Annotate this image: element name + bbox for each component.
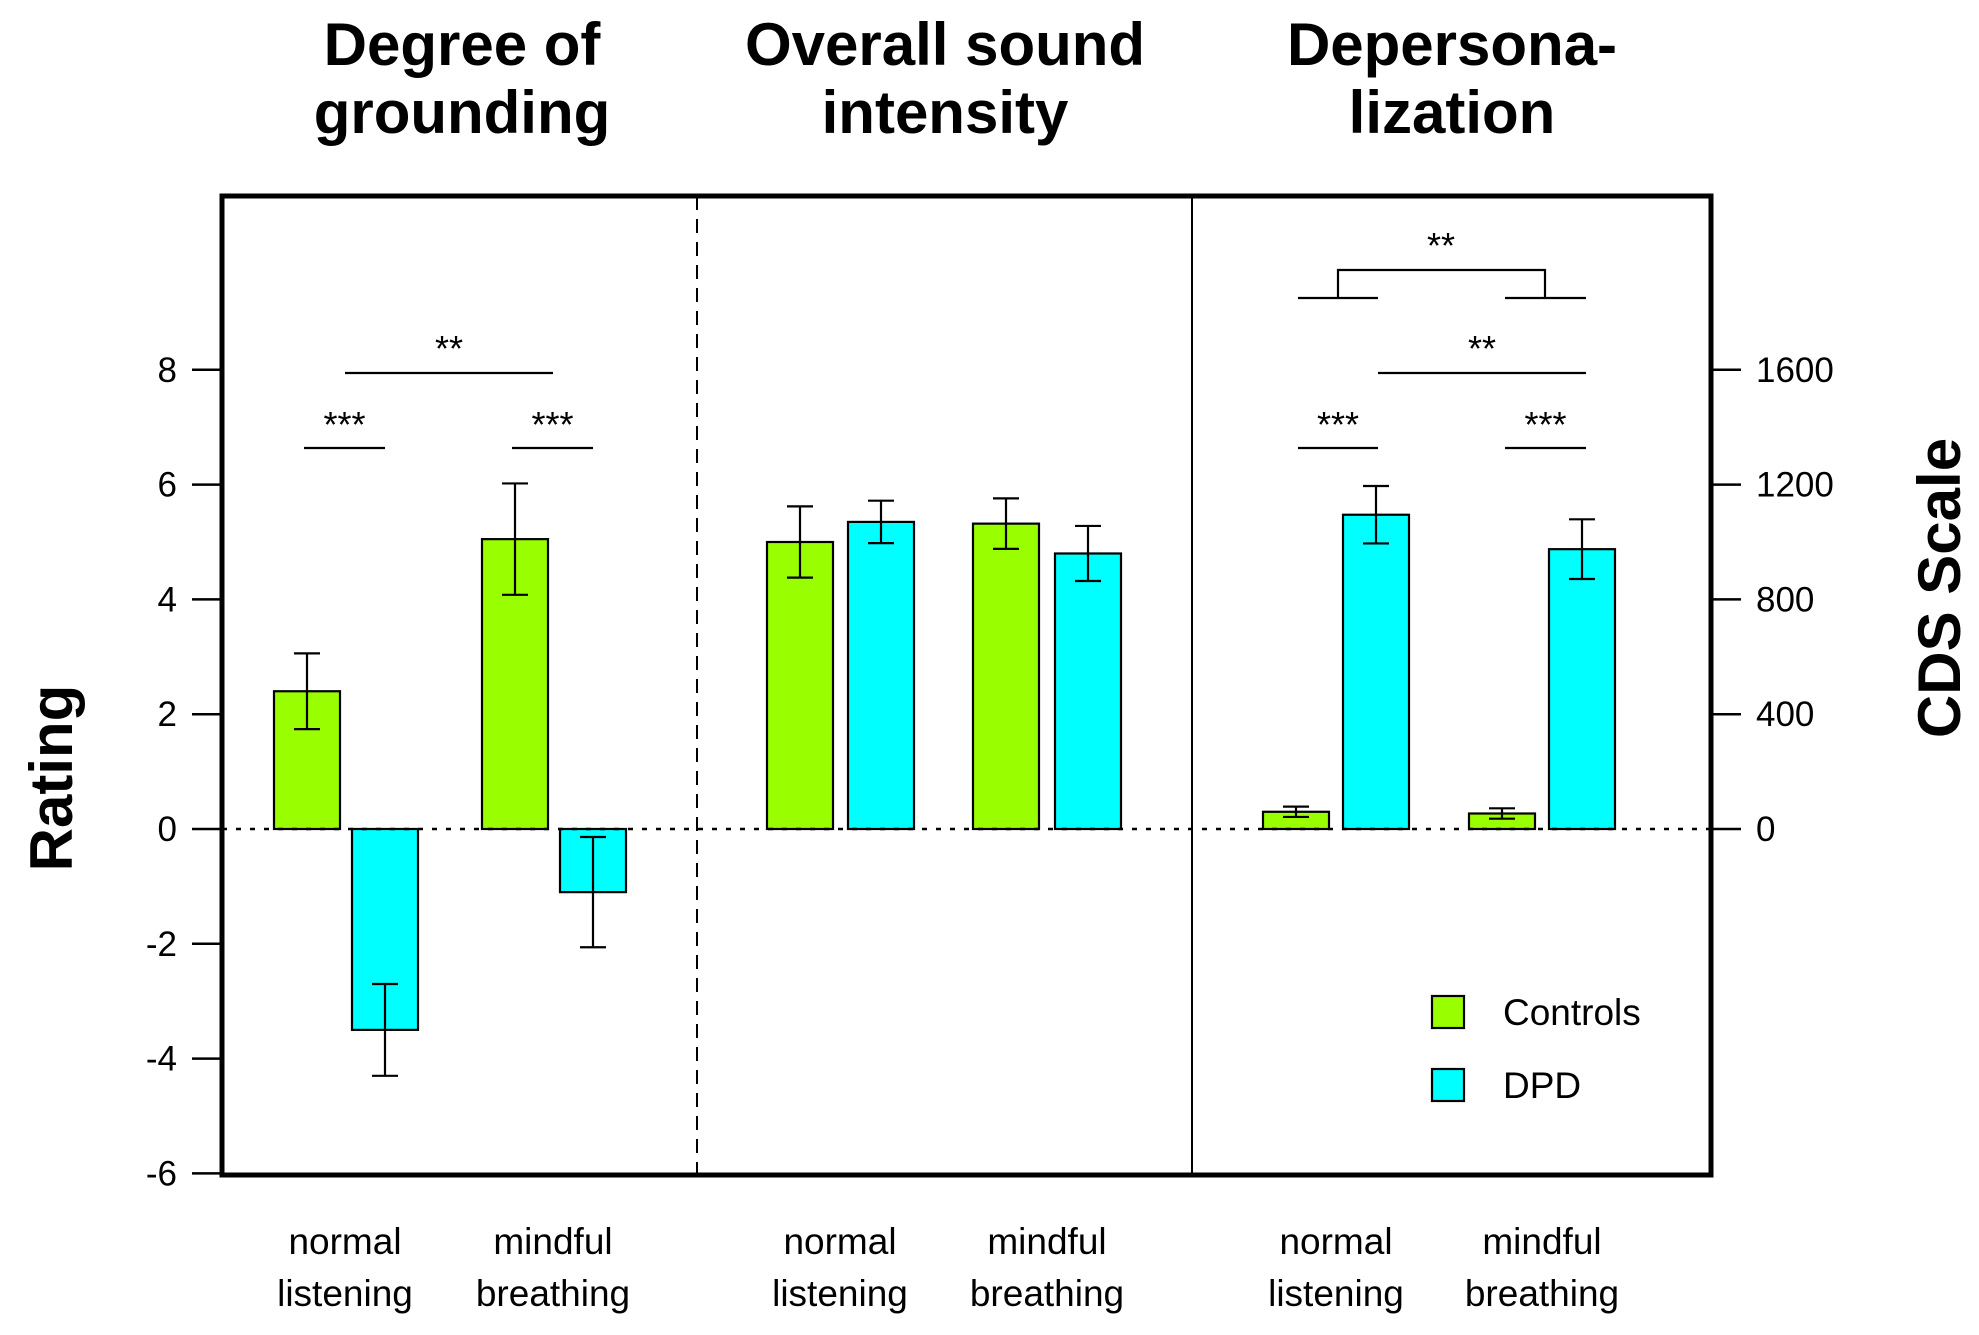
category-label-line: mindful	[987, 1221, 1106, 1262]
svg-text:0: 0	[1756, 810, 1775, 849]
significance-marker: **	[345, 328, 553, 375]
error-bar	[580, 835, 606, 949]
left-tick: 0	[158, 810, 222, 849]
svg-text:8: 8	[158, 351, 177, 390]
error-bar	[868, 499, 894, 545]
right-tick: 800	[1711, 580, 1814, 619]
left-tick: -6	[146, 1154, 222, 1193]
panel-title-line: lization	[1349, 79, 1556, 146]
category-label-line: breathing	[970, 1273, 1124, 1314]
category-label-line: listening	[772, 1273, 908, 1314]
significance-marker: **	[1378, 328, 1586, 375]
svg-text:Controls: Controls	[1503, 992, 1641, 1033]
svg-text:-4: -4	[146, 1040, 177, 1079]
svg-text:400: 400	[1756, 695, 1814, 734]
panel-title-line: Depersona-	[1287, 11, 1617, 78]
bar-dpd	[1547, 548, 1617, 831]
category-label-line: mindful	[493, 1221, 612, 1262]
svg-text:**: **	[1468, 328, 1496, 369]
left-tick: 2	[158, 695, 222, 734]
svg-text:0: 0	[158, 810, 177, 849]
error-bar	[294, 652, 320, 731]
svg-text:-6: -6	[146, 1154, 177, 1193]
plot-frame	[219, 193, 1714, 1178]
right-axis-label: CDS Scale	[1906, 438, 1973, 738]
svg-text:***: ***	[1317, 404, 1359, 445]
bar-controls	[971, 522, 1041, 831]
right-tick: 1600	[1711, 351, 1834, 390]
panel-title-line: Overall sound	[745, 11, 1145, 78]
category-label-line: normal	[288, 1221, 401, 1262]
svg-text:**: **	[1427, 225, 1455, 266]
bar-dpd	[1341, 513, 1411, 831]
error-bar	[1075, 524, 1101, 583]
category-label-line: breathing	[476, 1273, 630, 1314]
legend-item-controls: Controls	[1430, 992, 1641, 1033]
error-bar	[502, 482, 528, 596]
svg-text:***: ***	[1524, 404, 1566, 445]
svg-text:1600: 1600	[1756, 351, 1834, 390]
category-label-line: normal	[783, 1221, 896, 1262]
bar-controls	[765, 540, 835, 831]
left-tick: -4	[146, 1040, 222, 1079]
category-label-line: listening	[1268, 1273, 1404, 1314]
svg-text:4: 4	[158, 580, 177, 619]
significance-marker: ***	[1298, 404, 1378, 450]
svg-text:DPD: DPD	[1503, 1065, 1581, 1106]
legend-item-dpd: DPD	[1430, 1065, 1581, 1106]
right-tick: 0	[1711, 810, 1775, 849]
error-bar	[1363, 484, 1389, 545]
svg-text:**: **	[435, 328, 463, 369]
svg-text:6: 6	[158, 466, 177, 505]
right-tick: 1200	[1711, 466, 1834, 505]
left-tick: 4	[158, 580, 222, 619]
significance-bracket: **	[1298, 225, 1586, 300]
svg-text:800: 800	[1756, 580, 1814, 619]
svg-text:-2: -2	[146, 925, 177, 964]
bar-dpd	[1053, 552, 1123, 831]
error-bar	[993, 497, 1019, 550]
right-tick: 400	[1711, 695, 1814, 734]
error-bar	[1569, 518, 1595, 581]
left-tick: -2	[146, 925, 222, 964]
significance-marker: ***	[1505, 404, 1586, 450]
error-bar	[372, 982, 398, 1077]
category-label-line: listening	[277, 1273, 413, 1314]
category-label-line: normal	[1279, 1221, 1392, 1262]
panel-title-line: Degree of	[324, 11, 602, 78]
category-label-line: mindful	[1482, 1221, 1601, 1262]
panel-title-line: grounding	[314, 79, 611, 146]
svg-text:1200: 1200	[1756, 466, 1834, 505]
error-bar	[1283, 805, 1309, 819]
svg-text:***: ***	[323, 404, 365, 445]
error-bar	[787, 505, 813, 579]
error-bar	[1489, 807, 1515, 820]
left-tick: 8	[158, 351, 222, 390]
bar-dpd	[846, 520, 916, 831]
significance-marker: ***	[512, 404, 593, 450]
left-tick: 6	[158, 466, 222, 505]
panel-title-line: intensity	[822, 79, 1069, 146]
category-label-line: breathing	[1465, 1273, 1619, 1314]
significance-marker: ***	[304, 404, 385, 450]
left-axis-label: Rating	[18, 685, 85, 872]
svg-text:***: ***	[531, 404, 573, 445]
svg-text:2: 2	[158, 695, 177, 734]
